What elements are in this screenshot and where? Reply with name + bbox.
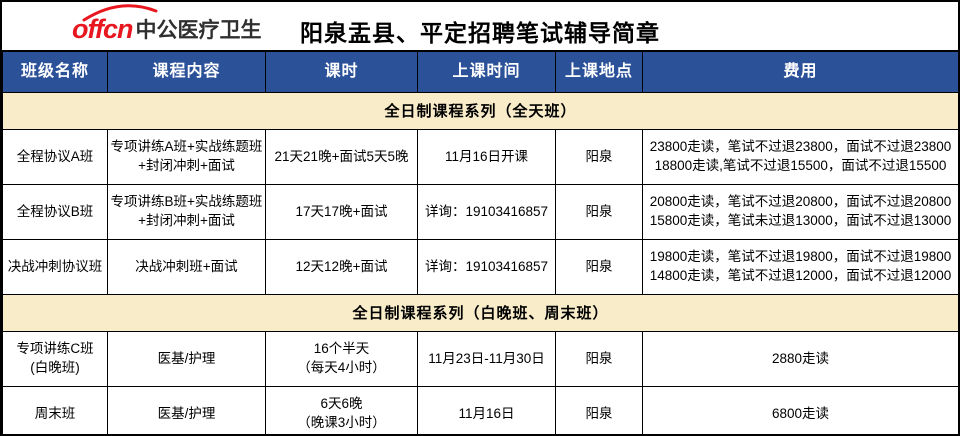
section-band-label: 全日制课程系列（全天班） bbox=[2, 92, 958, 130]
section-band-label: 全日制课程系列（白晚班、周末班） bbox=[2, 294, 958, 332]
cell-location: 阳泉 bbox=[555, 129, 643, 185]
cell-class-time: 详询：19103416857 bbox=[417, 184, 556, 240]
cell-class-name: 专项讲练C班 (白晚班) bbox=[2, 331, 108, 387]
table-row: 全程协议A班 专项讲练A班+实战练题班 +封闭冲刺+面试 21天21晚+面试5天… bbox=[2, 129, 958, 185]
cell-class-time: 详询：19103416857 bbox=[417, 239, 556, 295]
col-header-hours: 课时 bbox=[265, 50, 418, 93]
offcn-logo: offcn 中公医疗卫生 bbox=[72, 4, 262, 45]
col-header-course-content: 课程内容 bbox=[107, 50, 266, 93]
cell-class-time: 11月16日开课 bbox=[417, 129, 556, 185]
table-row: 全程协议B班 专项讲练B班+实战练题班 +封闭冲刺+面试 17天17晚+面试 详… bbox=[2, 184, 958, 240]
offcn-brand-suffix: 中公医疗卫生 bbox=[135, 18, 262, 42]
cell-location: 阳泉 bbox=[555, 184, 643, 240]
cell-location: 阳泉 bbox=[555, 239, 643, 295]
cell-class-time: 11月16日 bbox=[417, 386, 556, 434]
cell-hours: 16个半天 （每天4小时） bbox=[265, 331, 418, 387]
section-band-fulltime: 全日制课程系列（全天班） bbox=[2, 92, 958, 130]
cell-course-content: 医基/护理 bbox=[107, 386, 266, 434]
cell-location: 阳泉 bbox=[555, 386, 643, 434]
cell-hours: 6天6晚 （晚课3小时） bbox=[265, 386, 418, 434]
table-row: 周末班 医基/护理 6天6晚 （晚课3小时） 11月16日 阳泉 6800走读 bbox=[2, 386, 958, 434]
cell-class-name: 周末班 bbox=[2, 386, 108, 434]
cell-fee: 23800走读，笔试不过退23800，面试不过退23800 18800走读,笔试… bbox=[642, 129, 958, 185]
page-title: 阳泉盂县、平定招聘笔试辅导简章 bbox=[300, 21, 660, 46]
cell-course-content: 专项讲练A班+实战练题班 +封闭冲刺+面试 bbox=[107, 129, 266, 185]
cell-class-name: 全程协议B班 bbox=[2, 184, 108, 240]
offcn-logo-wordmark: offcn bbox=[72, 4, 158, 45]
col-header-class-name: 班级名称 bbox=[2, 50, 108, 93]
page-header: offcn 中公医疗卫生 阳泉盂县、平定招聘笔试辅导简章 bbox=[2, 2, 958, 50]
course-table: 班级名称 课程内容 课时 上课时间 上课地点 费用 全日制课程系列（全天班） 全… bbox=[2, 50, 958, 434]
cell-course-content: 医基/护理 bbox=[107, 331, 266, 387]
cell-location: 阳泉 bbox=[555, 331, 643, 387]
table-row: 专项讲练C班 (白晚班) 医基/护理 16个半天 （每天4小时） 11月23日-… bbox=[2, 331, 958, 387]
cell-hours: 21天21晚+面试5天5晚 bbox=[265, 129, 418, 185]
offcn-swoosh-icon bbox=[82, 4, 158, 22]
cell-class-time: 11月23日-11月30日 bbox=[417, 331, 556, 387]
offcn-brand-text: offcn bbox=[72, 14, 133, 44]
cell-course-content: 决战冲刺班+面试 bbox=[107, 239, 266, 295]
table-row: 决战冲刺协议班 决战冲刺班+面试 12天12晚+面试 详询：1910341685… bbox=[2, 239, 958, 295]
cell-fee: 6800走读 bbox=[642, 386, 958, 434]
cell-class-name: 决战冲刺协议班 bbox=[2, 239, 108, 295]
cell-fee: 20800走读，笔试不过退20800，面试不过退20800 15800走读，笔试… bbox=[642, 184, 958, 240]
cell-fee: 2880走读 bbox=[642, 331, 958, 387]
cell-hours: 12天12晚+面试 bbox=[265, 239, 418, 295]
cell-fee: 19800走读，笔试不过退19800，面试不过退19800 14800走读，笔试… bbox=[642, 239, 958, 295]
col-header-class-time: 上课时间 bbox=[417, 50, 556, 93]
cell-class-name: 全程协议A班 bbox=[2, 129, 108, 185]
section-band-evening-weekend: 全日制课程系列（白晚班、周末班） bbox=[2, 294, 958, 332]
col-header-fee: 费用 bbox=[642, 50, 958, 93]
col-header-location: 上课地点 bbox=[555, 50, 643, 93]
cell-hours: 17天17晚+面试 bbox=[265, 184, 418, 240]
cell-course-content: 专项讲练B班+实战练题班 +封闭冲刺+面试 bbox=[107, 184, 266, 240]
table-header-row: 班级名称 课程内容 课时 上课时间 上课地点 费用 bbox=[2, 50, 958, 93]
